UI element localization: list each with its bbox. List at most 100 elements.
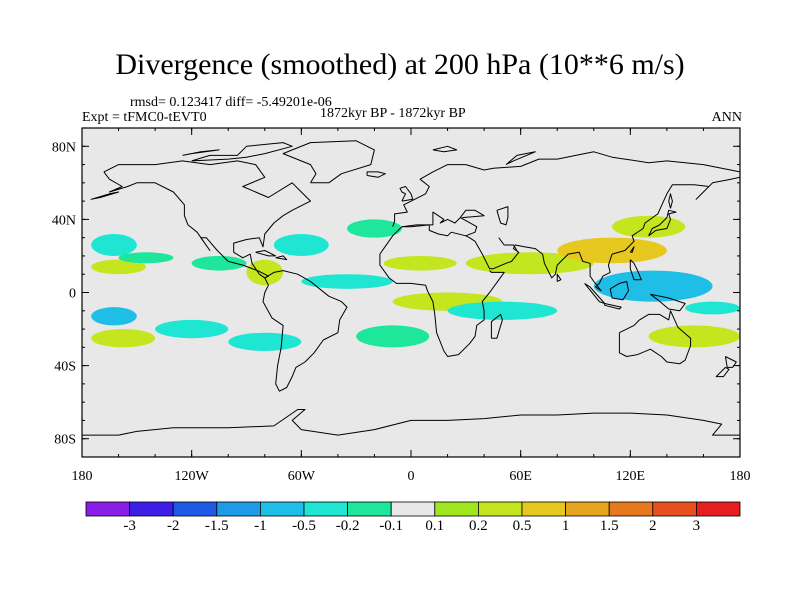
anomaly-region-19 [356,325,430,348]
anomaly-region-5 [347,219,402,238]
colorbar-label-3: -1 [254,518,267,534]
coastline-27 [432,145,458,153]
coastline-11 [584,282,606,304]
anomaly-region-4 [273,234,329,256]
coastline-8 [498,237,518,251]
coastline-25 [191,142,293,162]
lat-tick-label-3: 40S [54,360,76,375]
coastline-1 [282,140,375,184]
colorbar-label-4: -0.5 [292,518,316,534]
colorbar-swatch-14 [696,501,741,517]
coastline-10 [648,209,677,237]
lon-tick-label-6: 180 [730,469,751,484]
lon-tick-label-3: 0 [408,469,415,484]
coastline-14 [650,293,686,312]
anomaly-region-9 [465,252,594,275]
colorbar-label-11: 1.5 [599,518,619,534]
coastline-0 [103,160,311,279]
colorbar-swatch-8 [434,501,479,517]
coastline-29 [668,193,673,209]
anomaly-region-21 [685,301,740,315]
anomaly-region-1 [91,259,146,275]
coastline-4 [379,176,740,357]
colorbar-label-2: -1.5 [204,518,229,534]
anomaly-region-14 [447,301,558,320]
colorbar-swatch-1 [129,501,174,517]
lon-tick-label-1: 120W [175,469,210,484]
colorbar-swatch-5 [303,501,348,517]
coastline-15 [629,259,642,281]
coastline-26 [182,149,220,156]
colorbar-label-1: -2 [166,518,180,534]
colorbar-label-0: -3 [123,518,136,534]
lat-tick-label-0: 80N [52,140,76,155]
colorbar-label-6: -0.1 [379,518,404,534]
coastline-31 [90,191,120,200]
coastline-24 [496,206,509,226]
anomaly-region-7 [301,274,393,289]
colorbar-swatch-2 [172,501,218,517]
map-title: Divergence (smoothed) at 200 hPa (10**6 … [115,48,685,81]
coastline-30 [629,246,635,253]
anomaly-region-18 [228,332,302,351]
coastline-20 [366,171,386,178]
coastline-16 [618,310,692,365]
colorbar-swatch-7 [390,501,436,517]
colorbar-swatch-3 [216,501,261,517]
coastline-28 [505,151,536,166]
coastline-2 [262,270,348,392]
lat-tick-label-2: 0 [69,287,76,302]
anomaly-region-2 [118,252,174,264]
coastline-3 [392,151,740,227]
colorbar-label-9: 0.5 [512,518,532,534]
colorbar-swatch-6 [347,501,392,517]
coastline-19 [82,409,740,436]
coastline-6 [459,209,485,219]
anomaly-region-12 [593,270,713,302]
anomaly-region-15 [91,307,137,326]
colorbar-label-5: -0.2 [335,518,360,534]
coastline-23 [556,273,562,282]
colorbar-label-7: 0.1 [425,518,445,534]
expt-label: Expt = tFMC0-tEVT0 [82,110,207,125]
coastline-5 [401,211,478,237]
anomaly-region-20 [648,325,740,348]
lon-tick-label-5: 120E [616,469,646,484]
coastline-9 [399,186,414,202]
colorbar-swatch-9 [477,501,523,517]
anomaly-region-11 [612,215,686,238]
colorbar-label-10: 1 [561,518,570,534]
coastline-18 [715,366,730,378]
anomaly-region-16 [91,329,156,348]
coastline-7 [490,313,503,339]
coastline-17 [724,356,737,368]
anomaly-region-3 [191,255,247,271]
colorbar-label-13: 3 [692,518,701,534]
coastline-22 [275,255,288,261]
anomaly-region-8 [383,255,457,271]
anomaly-region-17 [155,319,229,339]
colorbar-swatch-4 [259,501,305,517]
anomaly-region-0 [91,234,137,256]
coastline-21 [255,250,277,257]
colorbar-swatch-11 [565,501,610,517]
colorbar-swatch-13 [652,501,697,517]
colorbar-swatch-10 [521,501,566,517]
lon-tick-label-2: 60W [288,469,316,484]
period-label: 1872kyr BP - 1872kyr BP [320,106,466,121]
coastline-13 [604,303,622,310]
lat-tick-label-1: 40N [52,213,76,228]
anomaly-region-6 [246,259,284,286]
colorbar-swatch-0 [85,501,130,517]
lon-tick-label-4: 60E [509,469,532,484]
colorbar-swatch-12 [608,501,654,517]
colorbar-label-12: 2 [649,518,657,534]
anomaly-region-10 [557,237,667,264]
colorbar-label-8: 0.2 [469,518,488,534]
season-label: ANN [711,110,742,125]
lon-tick-label-0: 180 [72,469,93,484]
lat-tick-label-4: 80S [54,433,76,448]
stats-label: rmsd= 0.123417 diff= -5.49201e-06 [130,95,332,110]
coastline-12 [609,281,629,301]
